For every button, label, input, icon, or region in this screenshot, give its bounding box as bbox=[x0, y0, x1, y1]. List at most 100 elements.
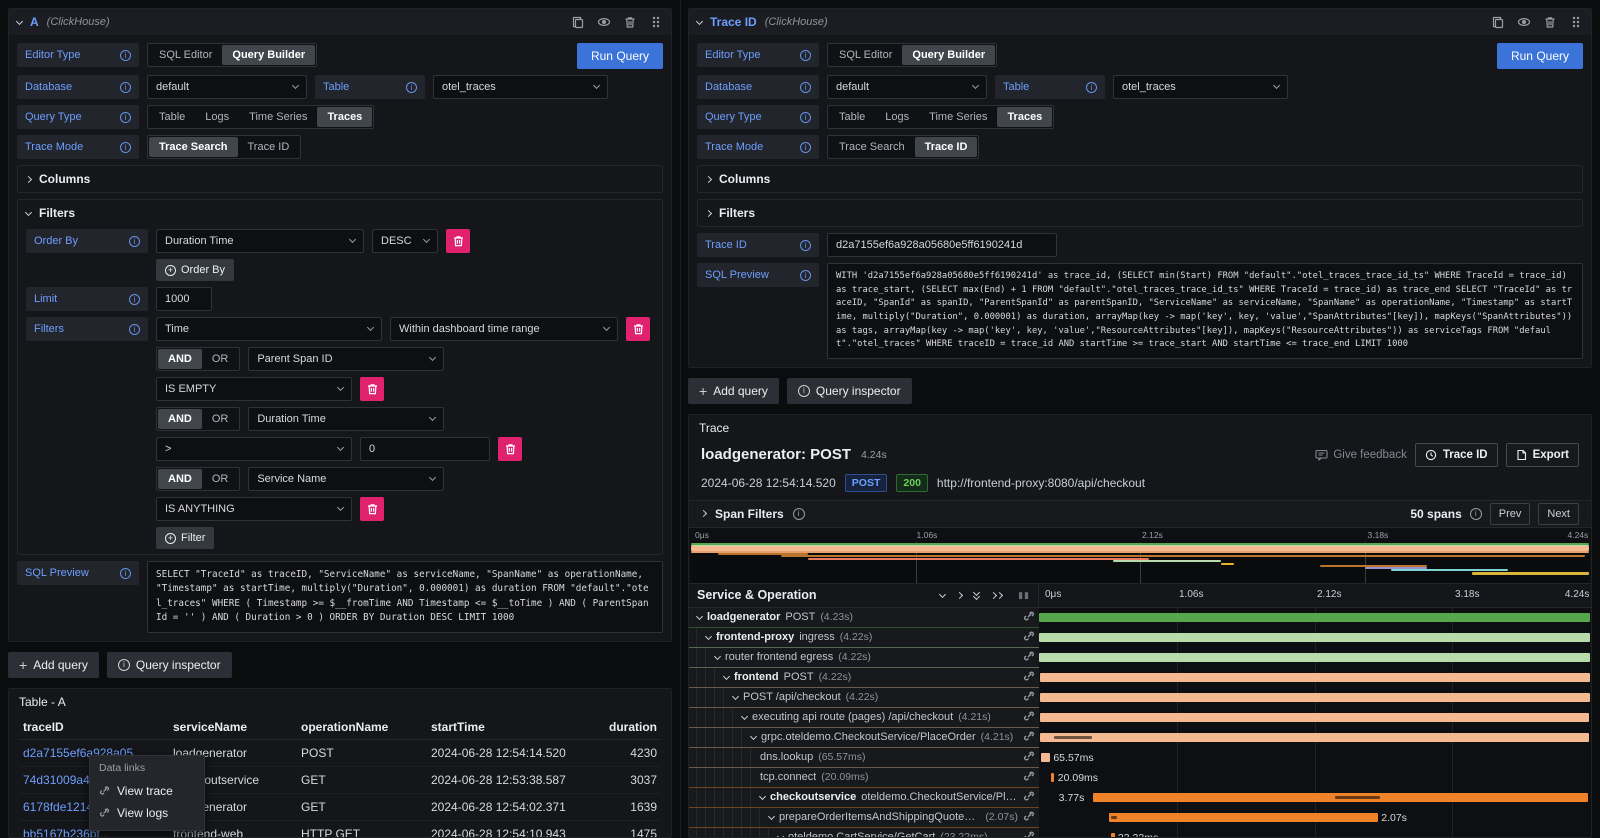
segment-option[interactable]: Traces bbox=[997, 107, 1052, 127]
info-icon[interactable] bbox=[800, 240, 811, 251]
span-bar[interactable] bbox=[1040, 673, 1590, 682]
filter-field-select[interactable]: Time bbox=[156, 317, 382, 341]
segment-option[interactable]: Table bbox=[829, 107, 875, 127]
span-row[interactable]: POST /api/checkout(4.22s) bbox=[689, 688, 1591, 708]
span-collapse-icon[interactable] bbox=[741, 713, 748, 720]
span-row[interactable]: oteldemo.CartService/GetCart(23.22ms)23.… bbox=[689, 828, 1591, 837]
trace-id-input[interactable]: d2a7155ef6a928a05680e5ff6190241d bbox=[827, 233, 1057, 257]
span-bar[interactable] bbox=[1040, 713, 1589, 722]
condition-field-select[interactable]: Duration Time bbox=[248, 407, 444, 431]
span-collapse-icon[interactable] bbox=[750, 733, 757, 740]
span-bar[interactable] bbox=[1040, 693, 1590, 702]
condition-operator-select[interactable]: > bbox=[156, 437, 352, 461]
segment-option[interactable]: Time Series bbox=[239, 107, 317, 127]
info-icon[interactable] bbox=[800, 142, 811, 153]
span-row[interactable]: tcp.connect(20.09ms)20.09ms bbox=[689, 768, 1591, 788]
collapse-all-icon[interactable] bbox=[974, 592, 979, 600]
table-select[interactable]: otel_traces bbox=[1113, 75, 1288, 99]
order-by-direction-select[interactable]: DESC bbox=[372, 229, 438, 253]
column-header[interactable]: operationName bbox=[297, 715, 427, 740]
span-link-icon[interactable] bbox=[1023, 650, 1035, 665]
span-collapse-icon[interactable] bbox=[759, 793, 766, 800]
add-order-by-button[interactable]: Order By bbox=[156, 259, 234, 281]
info-icon[interactable] bbox=[129, 236, 140, 247]
filters-section[interactable]: Filters bbox=[697, 199, 1583, 227]
span-collapse-icon[interactable] bbox=[768, 813, 775, 820]
segment-option[interactable]: Trace ID bbox=[238, 137, 300, 157]
add-query-button[interactable]: Add query bbox=[688, 378, 779, 404]
info-icon[interactable] bbox=[406, 82, 417, 93]
span-row[interactable]: frontend-proxyingress(4.22s) bbox=[689, 628, 1591, 648]
info-circle-icon[interactable] bbox=[793, 508, 805, 520]
span-row[interactable]: prepareOrderItemsAndShippingQuoteFromCar… bbox=[689, 808, 1591, 828]
span-link-icon[interactable] bbox=[1023, 790, 1035, 805]
segment-option[interactable]: Logs bbox=[195, 107, 239, 127]
trace-minimap[interactable]: 0μs1.06s2.12s3.18s4.24s bbox=[689, 528, 1591, 584]
hide-response-eye-icon[interactable] bbox=[1517, 15, 1531, 29]
column-header[interactable]: serviceName bbox=[169, 715, 297, 740]
segment-option[interactable]: Query Builder bbox=[222, 45, 315, 65]
span-bar[interactable] bbox=[1040, 733, 1589, 742]
info-icon[interactable] bbox=[800, 270, 811, 281]
span-bar[interactable] bbox=[1093, 793, 1588, 802]
condition-operator-select[interactable]: IS EMPTY bbox=[156, 377, 352, 401]
info-icon[interactable] bbox=[120, 142, 131, 153]
span-link-icon[interactable] bbox=[1023, 710, 1035, 725]
expand-one-icon[interactable] bbox=[956, 592, 963, 599]
filters-section-header[interactable]: Filters bbox=[26, 205, 654, 221]
info-icon[interactable] bbox=[120, 112, 131, 123]
query-panel-a-header[interactable]: A (ClickHouse) bbox=[9, 9, 671, 35]
or-option[interactable]: OR bbox=[202, 409, 239, 429]
columns-section[interactable]: Columns bbox=[17, 165, 663, 193]
span-collapse-icon[interactable] bbox=[705, 633, 712, 640]
run-query-button[interactable]: Run Query bbox=[1497, 43, 1583, 69]
drag-handle-icon[interactable] bbox=[1569, 15, 1583, 29]
span-row[interactable]: executing api route (pages) /api/checkou… bbox=[689, 708, 1591, 728]
condition-field-select[interactable]: Parent Span ID bbox=[248, 347, 444, 371]
span-link-icon[interactable] bbox=[1023, 770, 1035, 785]
database-select[interactable]: default bbox=[147, 75, 307, 99]
span-link-icon[interactable] bbox=[1023, 810, 1035, 825]
info-icon[interactable] bbox=[1086, 82, 1097, 93]
and-option[interactable]: AND bbox=[158, 349, 202, 369]
and-option[interactable]: AND bbox=[158, 409, 202, 429]
info-icon[interactable] bbox=[129, 294, 140, 305]
segment-option[interactable]: SQL Editor bbox=[829, 45, 902, 65]
span-row[interactable]: frontendPOST(4.22s) bbox=[689, 668, 1591, 688]
duplicate-query-icon[interactable] bbox=[571, 15, 585, 29]
drag-handle-icon[interactable] bbox=[649, 15, 663, 29]
condition-operator-select[interactable]: IS ANYTHING bbox=[156, 497, 352, 521]
info-icon[interactable] bbox=[800, 112, 811, 123]
segment-option[interactable]: Logs bbox=[875, 107, 919, 127]
span-link-icon[interactable] bbox=[1023, 670, 1035, 685]
filter-value-select[interactable]: Within dashboard time range bbox=[390, 317, 618, 341]
span-link-icon[interactable] bbox=[1023, 690, 1035, 705]
span-row[interactable]: dns.lookup(65.57ms)65.57ms bbox=[689, 748, 1591, 768]
span-link-icon[interactable] bbox=[1023, 830, 1035, 837]
chevron-right-icon[interactable] bbox=[700, 510, 707, 517]
or-option[interactable]: OR bbox=[202, 349, 239, 369]
condition-value-input[interactable]: 0 bbox=[360, 437, 490, 461]
span-collapse-icon[interactable] bbox=[777, 833, 784, 837]
columns-section[interactable]: Columns bbox=[697, 165, 1583, 193]
condition-field-select[interactable]: Service Name bbox=[248, 467, 444, 491]
column-header[interactable]: startTime bbox=[427, 715, 585, 740]
span-row[interactable]: router frontend egress(4.22s) bbox=[689, 648, 1591, 668]
info-icon[interactable] bbox=[800, 50, 811, 61]
span-bar[interactable] bbox=[1039, 613, 1590, 622]
query-inspector-button[interactable]: Query inspector bbox=[107, 652, 232, 678]
or-option[interactable]: OR bbox=[202, 469, 239, 489]
add-filter-button[interactable]: Filter bbox=[156, 527, 214, 549]
segment-option[interactable]: Trace ID bbox=[915, 137, 978, 157]
hide-response-eye-icon[interactable] bbox=[597, 15, 611, 29]
span-link-icon[interactable] bbox=[1023, 750, 1035, 765]
info-icon[interactable] bbox=[120, 50, 131, 61]
database-select[interactable]: default bbox=[827, 75, 987, 99]
add-query-button[interactable]: Add query bbox=[8, 652, 99, 678]
info-icon[interactable] bbox=[800, 82, 811, 93]
remove-order-by-button[interactable] bbox=[446, 229, 470, 253]
info-icon[interactable] bbox=[120, 568, 131, 579]
segment-option[interactable]: Table bbox=[149, 107, 195, 127]
collapse-one-icon[interactable] bbox=[939, 591, 946, 598]
span-link-icon[interactable] bbox=[1023, 630, 1035, 645]
